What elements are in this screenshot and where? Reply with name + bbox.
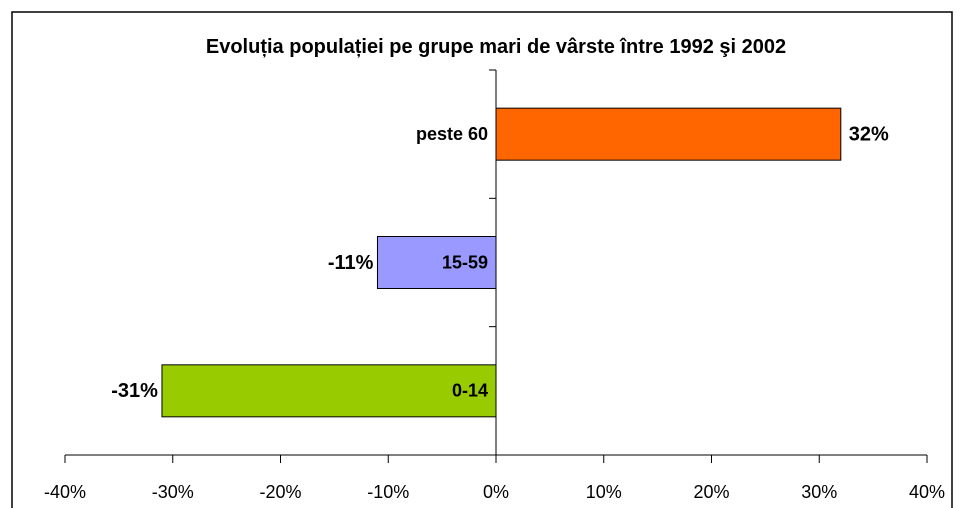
bar xyxy=(161,364,497,418)
x-tick-label: 0% xyxy=(483,482,509,502)
category-label: 15-59 xyxy=(442,252,488,272)
bar xyxy=(495,107,842,161)
x-tick-label: -20% xyxy=(259,482,301,502)
category-label: peste 60 xyxy=(416,124,488,144)
chart-title: Evoluția populației pe grupe mari de vâr… xyxy=(205,36,787,58)
x-tick-label: 10% xyxy=(586,482,622,502)
x-tick-label: -10% xyxy=(367,482,409,502)
bar xyxy=(376,236,497,289)
value-label: -11% xyxy=(328,252,374,274)
value-label: -31% xyxy=(111,380,158,402)
x-tick-label: 30% xyxy=(801,482,837,502)
category-label: 0-14 xyxy=(452,381,488,401)
x-tick-label: 40% xyxy=(909,482,945,502)
x-tick-label: -30% xyxy=(152,482,194,502)
x-tick-label: 20% xyxy=(693,482,729,502)
x-tick-label: -40% xyxy=(44,482,86,502)
value-label: 32% xyxy=(849,123,889,145)
